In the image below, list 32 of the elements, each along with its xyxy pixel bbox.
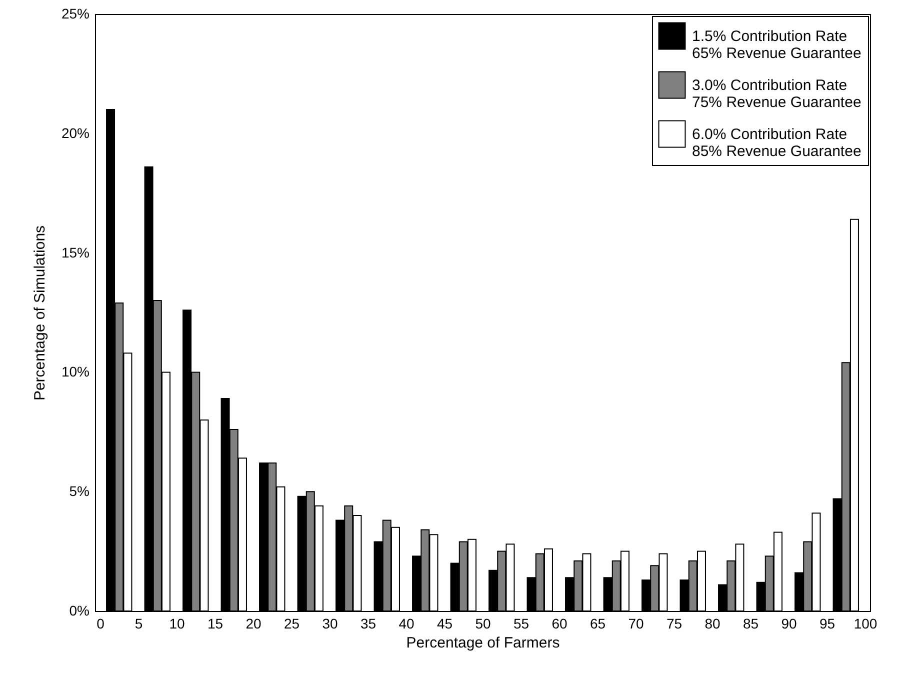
legend-label: 1.5% Contribution Rate 65% Revenue Guarantee [692, 28, 862, 62]
x-tick-label: 0 [96, 616, 105, 632]
x-tick-label: 65 [590, 616, 606, 632]
x-tick-label: 30 [322, 616, 338, 632]
y-tick-label: 10% [61, 364, 90, 380]
x-tick-label: 55 [513, 616, 530, 632]
x-tick-label: 40 [398, 616, 414, 632]
x-tick-label: 80 [704, 616, 720, 632]
x-tick-label: 5 [134, 616, 143, 632]
x-tick-label: 75 [666, 616, 682, 632]
x-tick-label: 60 [552, 616, 568, 632]
x-tick-label: 15 [207, 616, 224, 632]
x-tick-label: 35 [360, 616, 376, 632]
x-axis-title: Percentage of Farmers [406, 634, 560, 652]
x-tick-label: 90 [781, 616, 797, 632]
legend-label: 3.0% Contribution Rate 75% Revenue Guarantee [692, 77, 862, 111]
y-tick-label: 5% [69, 483, 90, 500]
x-tick-label: 85 [742, 616, 759, 632]
legend-label: 6.0% Contribution Rate 85% Revenue Guarantee [692, 126, 862, 160]
x-tick-label: 10 [169, 616, 185, 632]
x-tick-label: 25 [284, 616, 300, 632]
x-tick-label: 95 [819, 616, 836, 632]
x-tick-label: 20 [246, 616, 262, 632]
y-tick-label: 0% [69, 602, 90, 618]
y-tick-label: 20% [61, 124, 90, 141]
y-tick-label: 15% [61, 244, 90, 260]
y-tick-label: 25% [61, 6, 90, 22]
x-tick-label: 45 [436, 616, 453, 632]
x-tick-label: 100 [854, 616, 878, 632]
x-tick-label: 50 [475, 616, 491, 632]
y-axis-title: Percentage of Simulations [31, 225, 48, 401]
x-tick-label: 70 [628, 616, 644, 632]
